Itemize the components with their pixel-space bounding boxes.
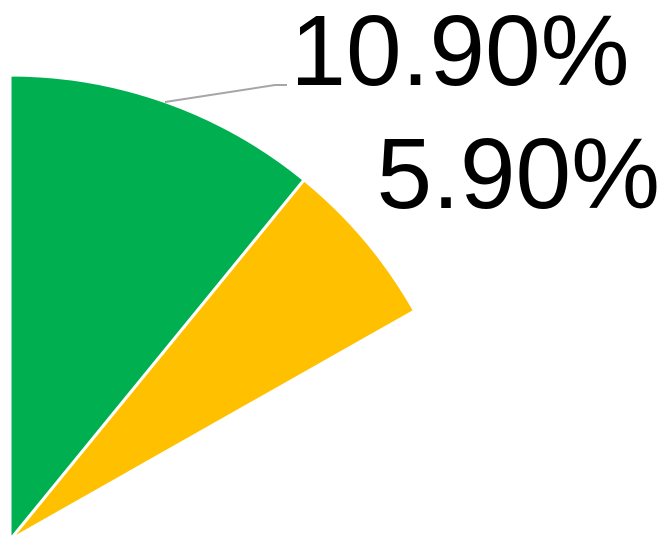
data-label: 10.90% (290, 0, 629, 107)
leader-line (164, 84, 287, 103)
pie-slice (8, 178, 417, 542)
data-label: 5.90% (376, 118, 660, 230)
